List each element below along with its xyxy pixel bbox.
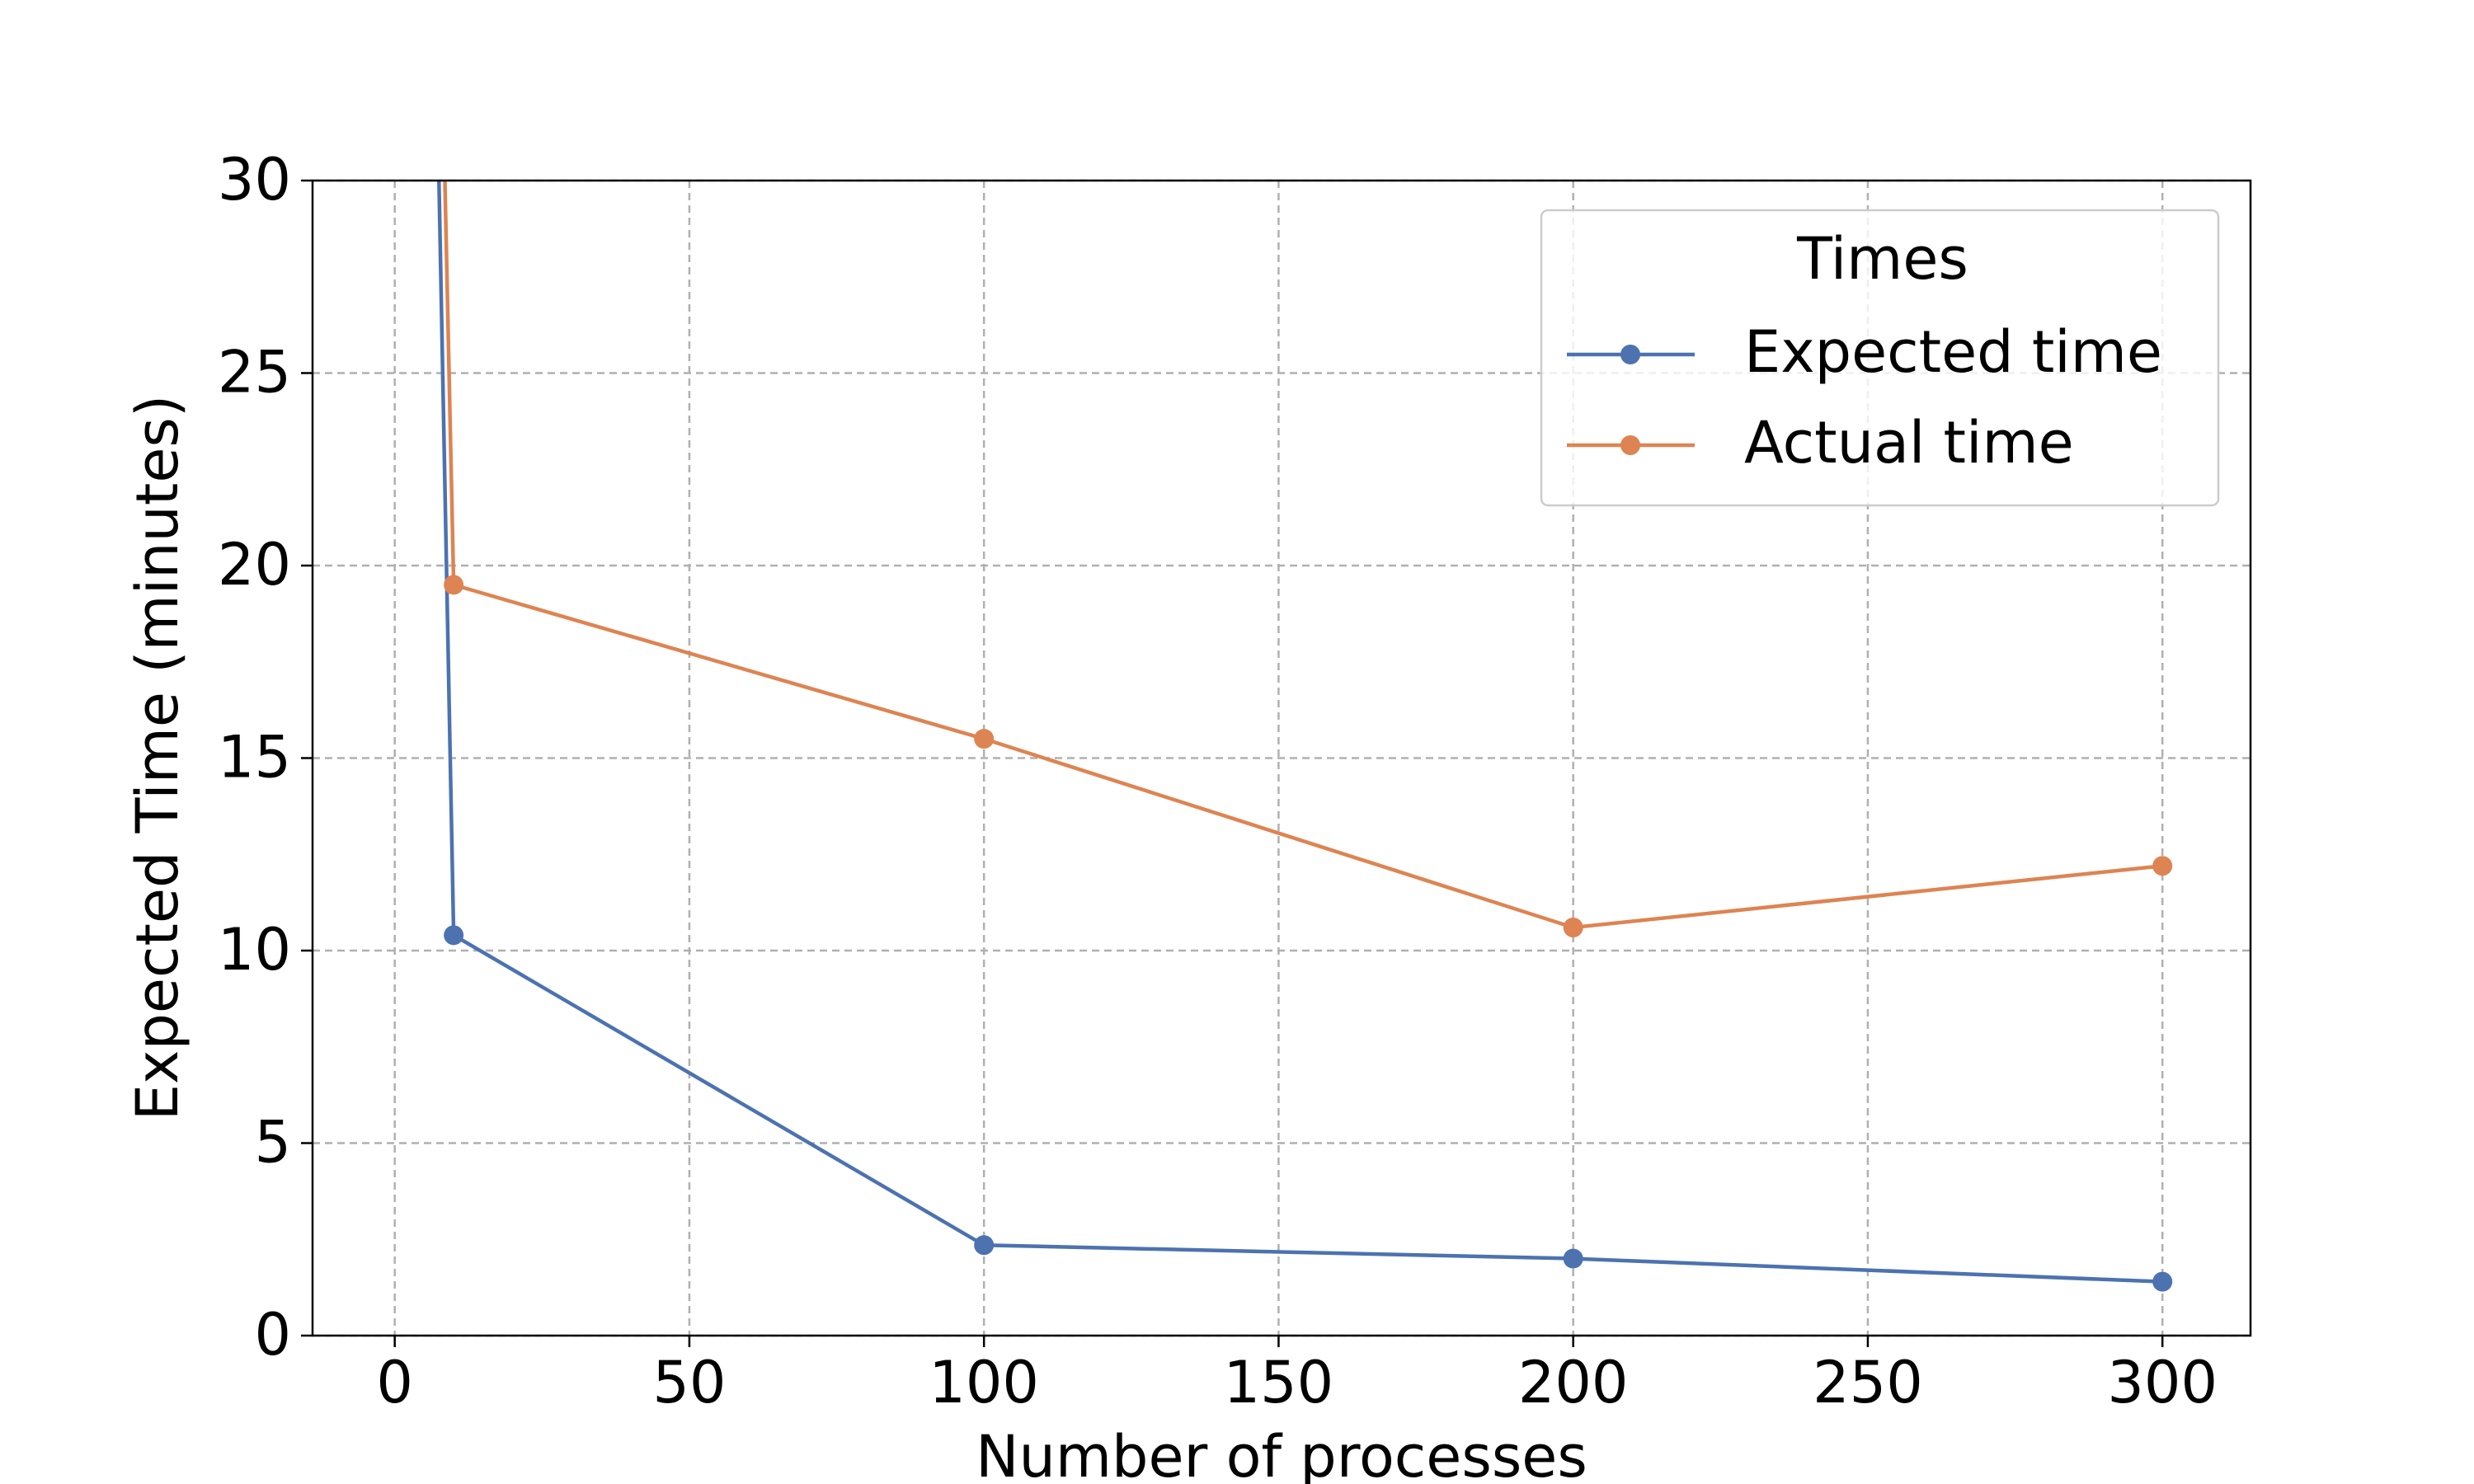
- x-tick-label: 50: [652, 1349, 726, 1416]
- y-tick-label: 25: [218, 339, 291, 406]
- x-tick-label: 100: [929, 1349, 1039, 1416]
- x-tick-label: 200: [1518, 1349, 1629, 1416]
- data-point: [2152, 856, 2173, 876]
- y-axis-label: Expected Time (minutes): [124, 395, 191, 1120]
- legend-title: Times: [1796, 225, 1968, 293]
- data-point: [1563, 917, 1583, 937]
- legend-marker: [1620, 345, 1640, 364]
- legend-marker: [1620, 435, 1640, 455]
- y-tick-label: 15: [218, 724, 291, 791]
- x-axis-label: Number of processes: [976, 1423, 1587, 1484]
- data-point: [444, 925, 464, 946]
- legend: Times Expected time Actual time: [1540, 209, 2220, 507]
- legend-box: [1540, 209, 2220, 507]
- series-line: [437, 181, 2163, 1284]
- x-tick-label: 250: [1813, 1349, 1923, 1416]
- data-point: [2152, 1271, 2173, 1292]
- x-tick-label: 0: [376, 1349, 413, 1416]
- x-tick-label: 150: [1224, 1349, 1334, 1416]
- y-tick-label: 30: [218, 146, 291, 214]
- plot-area: [437, 181, 2173, 1292]
- legend-label: Expected time: [1744, 318, 2162, 386]
- x-tick-label: 300: [2107, 1349, 2218, 1416]
- y-tick-label: 0: [254, 1301, 291, 1369]
- y-tick-label: 5: [254, 1109, 291, 1176]
- data-point: [444, 575, 464, 595]
- y-tick-label: 20: [218, 531, 291, 599]
- data-point: [1563, 1248, 1583, 1269]
- data-point: [974, 729, 995, 749]
- ticks: 0 50 100 150 200 250 300 0 5 10 15 20 25 30: [218, 146, 2218, 1416]
- y-tick-label: 10: [218, 916, 291, 984]
- legend-label: Actual time: [1744, 409, 2074, 477]
- data-point: [974, 1235, 995, 1256]
